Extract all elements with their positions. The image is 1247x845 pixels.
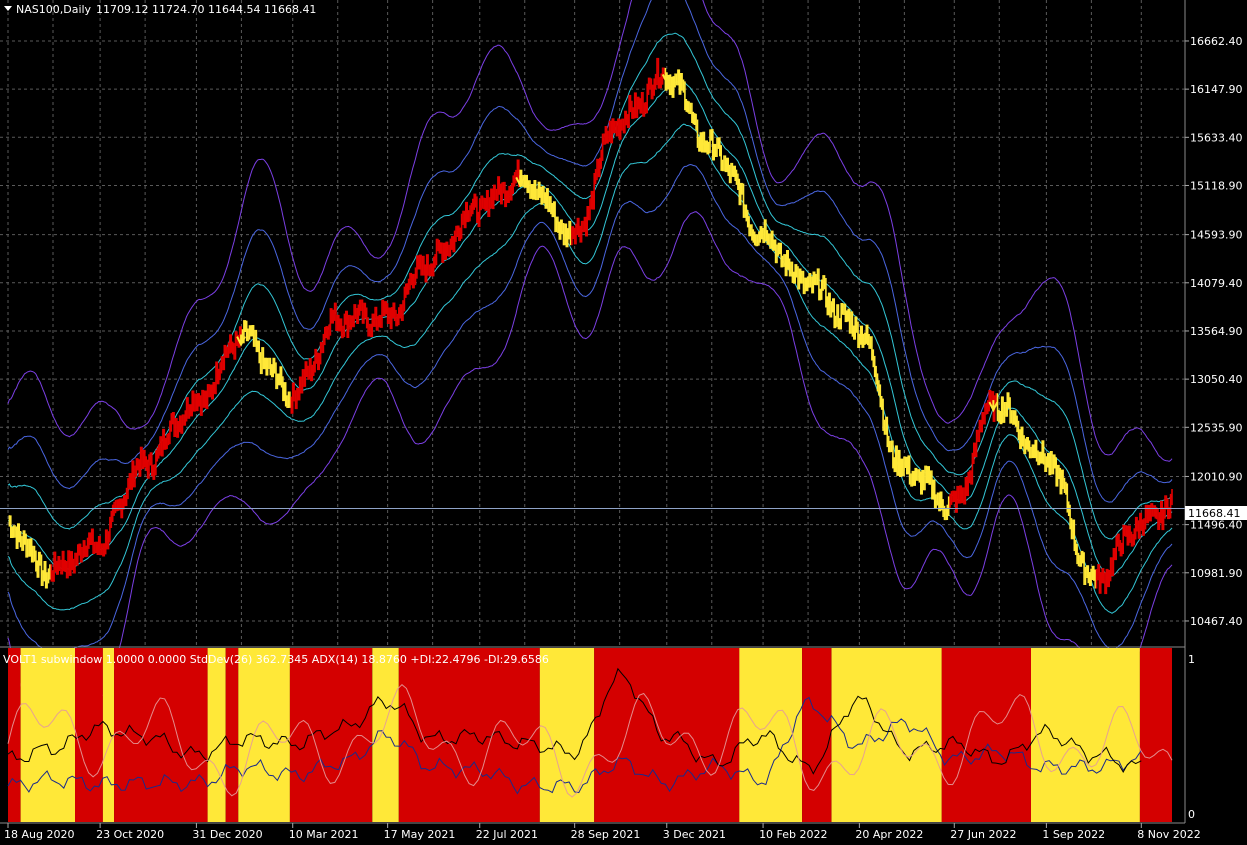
x-tick-label: 31 Dec 2020 bbox=[192, 828, 262, 841]
x-tick-label: 8 Nov 2022 bbox=[1137, 828, 1200, 841]
x-tick-label: 17 May 2021 bbox=[384, 828, 456, 841]
time-axis: 18 Aug 2020 23 Oct 2020 31 Dec 2020 10 Mar … bbox=[4, 823, 1201, 841]
y-tick-label: 13564.90 bbox=[1190, 325, 1243, 338]
signal-arrow-icon bbox=[515, 175, 526, 188]
current-price-tag: 11668.41 bbox=[1185, 506, 1247, 520]
middle-band-upper bbox=[7, 0, 1173, 503]
regime-block-yellow bbox=[102, 648, 115, 822]
regime-block-red bbox=[398, 648, 540, 822]
regime-block-yellow bbox=[238, 648, 290, 822]
oscillator-line-3 bbox=[7, 684, 1173, 798]
outer-band-upper bbox=[7, 0, 1173, 462]
y-tick-label: 16147.90 bbox=[1190, 83, 1243, 96]
regime-block-red bbox=[75, 648, 103, 822]
current-price-box bbox=[1185, 506, 1247, 520]
regime-block-red bbox=[594, 648, 740, 822]
regime-block-red bbox=[802, 648, 832, 822]
y-tick-label: 13050.40 bbox=[1190, 373, 1243, 386]
outer-band-lower bbox=[7, 211, 1173, 714]
y-tick-label: 10981.90 bbox=[1190, 567, 1243, 580]
x-tick-label: 1 Sep 2022 bbox=[1042, 828, 1105, 841]
chart-header: NAS100,Daily 11709.12 11724.70 11644.54 … bbox=[4, 3, 316, 16]
sub-scale-bottom: 0 bbox=[1188, 808, 1195, 821]
regime-block-red bbox=[941, 648, 1031, 822]
signal-arrow-icon bbox=[988, 400, 999, 413]
regime-block-red bbox=[225, 648, 239, 822]
y-tick-label: 14593.90 bbox=[1190, 229, 1243, 242]
regime-block-yellow bbox=[1031, 648, 1140, 822]
oscillator-line-1 bbox=[7, 696, 1142, 795]
inner-band-lower bbox=[7, 123, 1173, 614]
x-tick-label: 10 Feb 2022 bbox=[759, 828, 827, 841]
x-tick-label: 22 Jul 2021 bbox=[476, 828, 538, 841]
x-tick-label: 27 Jun 2022 bbox=[950, 828, 1016, 841]
y-tick-label: 14079.40 bbox=[1190, 277, 1243, 290]
regime-block-red bbox=[114, 648, 208, 822]
price-axis: 16662.40 16147.90 15633.40 15118.90 14593.90… bbox=[1185, 35, 1243, 628]
y-tick-label: 12535.90 bbox=[1190, 421, 1243, 434]
x-tick-label: 18 Aug 2020 bbox=[4, 828, 74, 841]
inner-band-upper bbox=[7, 32, 1173, 540]
regime-background bbox=[8, 648, 1172, 822]
symbol-label: NAS100,Daily bbox=[16, 3, 92, 16]
regime-block-yellow bbox=[207, 648, 226, 822]
y-tick-label: 15633.40 bbox=[1190, 131, 1243, 144]
regime-block-yellow bbox=[539, 648, 595, 822]
signal-arrows bbox=[236, 72, 999, 413]
y-tick-label: 16662.40 bbox=[1190, 35, 1243, 48]
regime-block-red bbox=[1139, 648, 1172, 822]
y-tick-label: 11496.40 bbox=[1190, 519, 1243, 532]
x-tick-label: 3 Dec 2021 bbox=[663, 828, 726, 841]
dropdown-icon[interactable] bbox=[4, 6, 12, 11]
price-panel[interactable] bbox=[0, 0, 1185, 714]
y-tick-label: 12010.90 bbox=[1190, 470, 1243, 483]
x-tick-label: 20 Apr 2022 bbox=[855, 828, 923, 841]
middle-band-lower bbox=[7, 163, 1173, 654]
subwindow-caption: VOLT1 subwindow 1.0000 0.0000 StdDev(26)… bbox=[3, 653, 549, 666]
x-tick-label: 10 Mar 2021 bbox=[289, 828, 359, 841]
oscillator-lines bbox=[7, 667, 1173, 798]
regime-block-yellow bbox=[20, 648, 76, 822]
signal-arrow-icon bbox=[661, 72, 672, 85]
volt1-subwindow[interactable] bbox=[7, 648, 1173, 822]
current-price-label: 11668.41 bbox=[1188, 507, 1241, 520]
y-tick-label: 10467.40 bbox=[1190, 615, 1243, 628]
oscillator-line-2 bbox=[7, 667, 1142, 775]
sub-scale-top: 1 bbox=[1188, 653, 1195, 666]
y-tick-label: 15118.90 bbox=[1190, 179, 1243, 192]
x-tick-label: 23 Oct 2020 bbox=[96, 828, 164, 841]
ohlc-label: 11709.12 11724.70 11644.54 11668.41 bbox=[96, 3, 316, 16]
x-tick-label: 28 Sep 2021 bbox=[571, 828, 641, 841]
regime-block-red bbox=[8, 648, 21, 822]
signal-arrow-icon bbox=[236, 334, 246, 347]
